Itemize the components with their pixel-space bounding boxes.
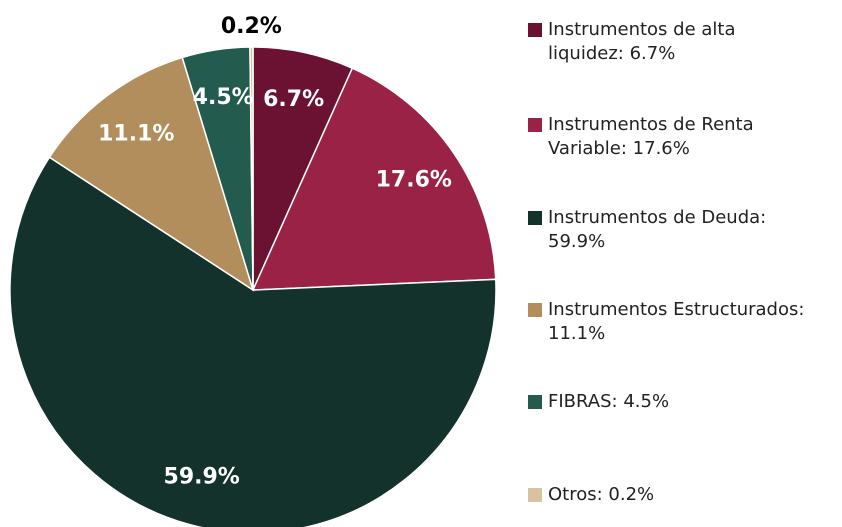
legend-entry: FIBRAS: 4.5% (528, 390, 828, 414)
legend-swatch (528, 118, 542, 132)
legend-entry: Instrumentos de alta liquidez: 6.7% (528, 18, 828, 66)
legend-label: Instrumentos de Deuda: 59.9% (548, 207, 767, 252)
legend-swatch (528, 303, 542, 317)
data-label: 17.6% (376, 168, 452, 193)
legend-swatch (528, 488, 542, 502)
legend-entry: Instrumentos de Renta Variable: 17.6% (528, 113, 828, 161)
data-label: 0.2% (221, 14, 282, 39)
pie-slice (251, 67, 497, 291)
legend-entry: Instrumentos de Deuda: 59.9% (528, 206, 828, 254)
legend-label: FIBRAS: 4.5% (548, 391, 670, 412)
pie-slice (48, 56, 255, 292)
legend-swatch (528, 395, 542, 409)
data-label: 59.9% (164, 465, 240, 490)
pie-slice (249, 46, 254, 291)
legend-entry: Instrumentos Estructurados: 11.1% (528, 298, 828, 346)
legend-label: Instrumentos Estructurados: 11.1% (548, 299, 805, 344)
pie-slice (9, 156, 497, 527)
legend-swatch (528, 211, 542, 225)
pie: 6.7% 17.6% 59.9% 11.1% 4.5% 0.2% (9, 14, 497, 527)
legend-label: Instrumentos de Renta Variable: 17.6% (548, 114, 754, 159)
legend-label: Otros: 0.2% (548, 484, 655, 505)
legend-label: Instrumentos de alta liquidez: 6.7% (548, 19, 736, 64)
data-label: 4.5% (193, 85, 254, 110)
legend-swatch (528, 23, 542, 37)
data-label: 6.7% (263, 87, 324, 112)
data-label: 11.1% (98, 122, 174, 147)
legend-entry: Otros: 0.2% (528, 483, 828, 507)
